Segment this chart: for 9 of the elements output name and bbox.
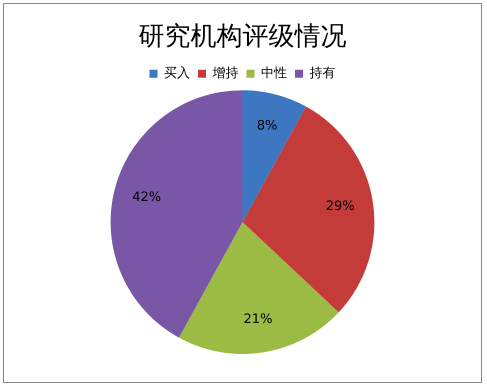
data-label: 42% [132, 190, 162, 205]
legend-label: 持有 [310, 66, 336, 82]
data-label: 21% [244, 312, 272, 328]
data-label: 8% [256, 118, 278, 134]
legend-label: 增持 [212, 66, 238, 82]
legend-label: 中性 [261, 66, 287, 82]
data-label: 29% [326, 199, 355, 214]
legend-label: 买入 [164, 66, 190, 82]
chart-title: 研究机构评级情况 [138, 21, 346, 52]
